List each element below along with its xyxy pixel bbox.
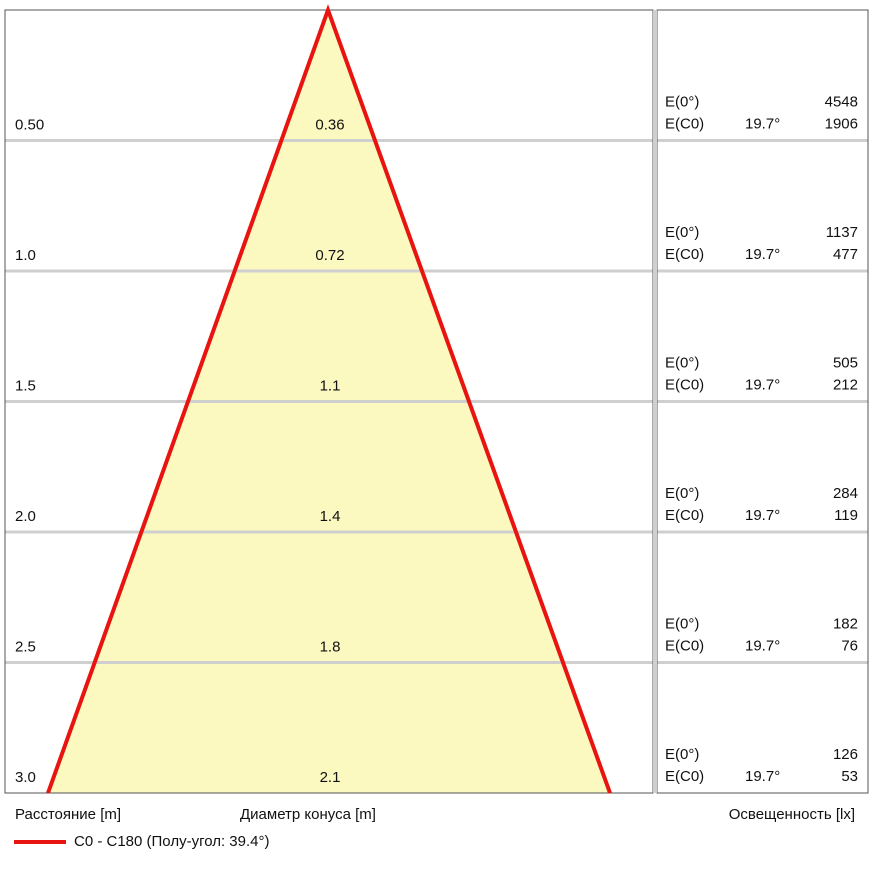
e0-value: 284	[833, 485, 858, 502]
angle: 19.7°	[745, 637, 780, 654]
ec0-value: 477	[833, 246, 858, 263]
ec0-label: E(C0)	[665, 768, 704, 785]
ec0-value: 212	[833, 376, 858, 393]
angle: 19.7°	[745, 246, 780, 263]
angle: 19.7°	[745, 768, 780, 785]
ec0-label: E(C0)	[665, 637, 704, 654]
distance: 0.50	[15, 116, 44, 133]
distance-label: Расстояние [m]	[15, 806, 121, 823]
ec0-label: E(C0)	[665, 376, 704, 393]
diameter: 2.1	[320, 769, 341, 786]
diameter: 1.8	[320, 638, 341, 655]
ec0-label: E(C0)	[665, 115, 704, 132]
e0-label: E(0°)	[665, 615, 699, 632]
e0-value: 182	[833, 615, 858, 632]
distance: 1.5	[15, 377, 36, 394]
distance: 2.5	[15, 638, 36, 655]
angle: 19.7°	[745, 507, 780, 524]
diameter: 0.36	[315, 116, 344, 133]
ec0-label: E(C0)	[665, 246, 704, 263]
e0-value: 126	[833, 746, 858, 763]
e0-value: 4548	[825, 93, 858, 110]
e0-value: 505	[833, 354, 858, 371]
diameter: 1.4	[320, 508, 341, 525]
ec0-value: 53	[841, 768, 858, 785]
e0-label: E(0°)	[665, 224, 699, 241]
ec0-value: 119	[834, 507, 858, 524]
distance: 1.0	[15, 247, 36, 264]
ec0-value: 1906	[825, 115, 858, 132]
e0-label: E(0°)	[665, 93, 699, 110]
ec0-value: 76	[841, 637, 858, 654]
cone-edge	[46, 4, 612, 794]
ec0-label: E(C0)	[665, 507, 704, 524]
distance: 2.0	[15, 508, 36, 525]
illuminance-label: Освещенность [lx]	[729, 806, 855, 823]
e0-label: E(0°)	[665, 746, 699, 763]
e0-label: E(0°)	[665, 354, 699, 371]
diameter: 0.72	[315, 247, 344, 264]
diameter: 1.1	[320, 377, 341, 394]
angle: 19.7°	[745, 115, 780, 132]
e0-label: E(0°)	[665, 485, 699, 502]
diameter-label: Диаметр конуса [m]	[240, 806, 376, 823]
e0-value: 1137	[826, 224, 858, 241]
distance: 3.0	[15, 769, 36, 786]
angle: 19.7°	[745, 376, 780, 393]
legend-text: C0 - C180 (Полу-угол: 39.4°)	[74, 833, 270, 850]
